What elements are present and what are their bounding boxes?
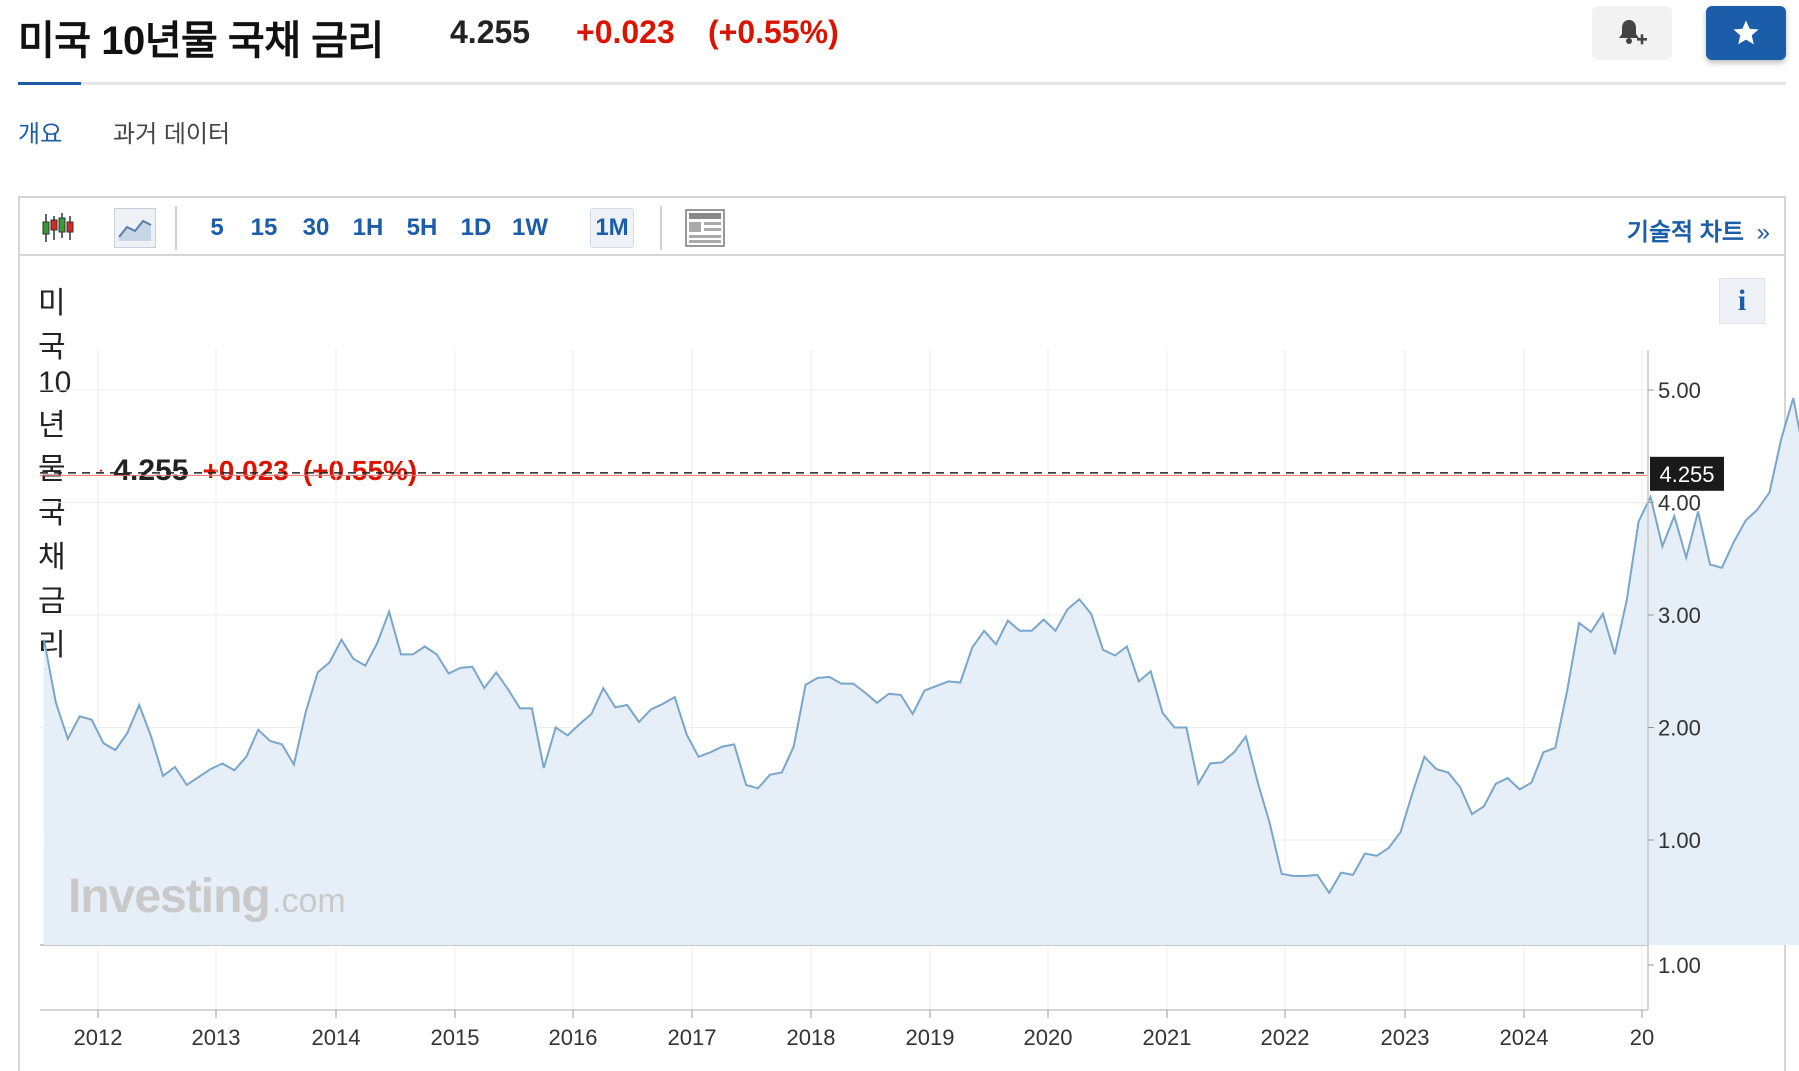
current-price-tag [1650, 456, 1724, 491]
x-tick-label: 2023 [1381, 1025, 1430, 1050]
x-tick-label: 2020 [1024, 1025, 1073, 1050]
chart-price-change-percent: (+0.55%) [302, 455, 418, 486]
info-button[interactable]: i [1719, 278, 1765, 324]
chevron-right-icon: » [1756, 219, 1770, 246]
volume-tick-label: 1.00 [1658, 953, 1701, 978]
chart-toolbar: 5 15 30 1H 5H 1D 1W 1M 기술적 차트 » [20, 198, 1784, 256]
x-tick-label: 2015 [431, 1025, 480, 1050]
header-divider [18, 82, 1786, 85]
y-tick-label: 1.00 [1658, 828, 1701, 853]
y-tick-label: 3.00 [1658, 603, 1701, 628]
active-tab-indicator [18, 82, 81, 85]
x-tick-label: 2024 [1500, 1025, 1549, 1050]
x-tick-label: 2018 [787, 1025, 836, 1050]
arrow-up-icon [99, 469, 103, 473]
toolbar-divider [175, 206, 177, 250]
interval-5[interactable]: 5 [210, 214, 224, 241]
interval-15[interactable]: 15 [250, 214, 278, 241]
chart-price-change: +0.023 [202, 455, 289, 486]
current-price-marker: 4.255 [40, 456, 1724, 491]
tab-historical-data[interactable]: 과거 데이터 [113, 121, 231, 148]
area-chart-icon[interactable] [114, 208, 156, 248]
current-price-label: 4.255 [1659, 462, 1714, 487]
technical-chart-label: 기술적 차트 [1626, 219, 1744, 246]
watermark-suffix: .com [272, 882, 346, 920]
quote-header: 미국 10년물 국채 금리 4.255 +0.023 (+0.55%) [18, 0, 1788, 84]
price-area-fill [44, 397, 1799, 945]
interval-1h[interactable]: 1H [352, 214, 384, 241]
interval-30[interactable]: 30 [302, 214, 330, 241]
last-price: 4.255 [450, 14, 531, 50]
add-alert-button[interactable] [1592, 6, 1672, 60]
x-tick-label: 2021 [1143, 1025, 1192, 1050]
investing-watermark: Investing .com [68, 870, 346, 923]
interval-5h[interactable]: 5H [406, 214, 438, 241]
y-tick-label: 4.00 [1658, 491, 1701, 516]
star-icon [1733, 20, 1759, 45]
x-tick-label: 2017 [668, 1025, 717, 1050]
y-tick-label: 5.00 [1658, 378, 1701, 403]
technical-chart-link[interactable]: 기술적 차트 » [1627, 212, 1770, 247]
interval-1w[interactable]: 1W [512, 214, 548, 241]
candlestick-icon[interactable] [38, 208, 78, 248]
x-tick-label: 2014 [312, 1025, 361, 1050]
interval-1m[interactable]: 1M [590, 208, 634, 248]
tab-overview[interactable]: 개요 [18, 121, 63, 148]
y-tick-label: 2.00 [1658, 716, 1701, 741]
x-tick-label: 2016 [549, 1025, 598, 1050]
price-change-percent: (+0.55%) [708, 14, 839, 50]
toolbar-divider [660, 206, 662, 250]
x-tick-label: 2019 [906, 1025, 955, 1050]
price-line [43, 397, 1799, 895]
bell-plus-icon [1619, 20, 1647, 45]
volume-panel: 1.00 [1648, 953, 1701, 978]
x-axis: 2012 2013 2014 2015 2016 2017 2018 2019 2020 2021… [40, 1009, 1654, 1050]
x-tick-label: 2013 [192, 1025, 241, 1050]
layout-icon[interactable] [684, 208, 726, 248]
watermark-text: Investing [68, 870, 270, 923]
interval-1d[interactable]: 1D [460, 214, 492, 241]
instrument-title: 미국 10년물 국채 금리 [18, 19, 384, 63]
price-change: +0.023 [576, 14, 675, 50]
x-tick-label: 2022 [1261, 1025, 1310, 1050]
add-watchlist-button[interactable] [1706, 6, 1786, 60]
x-tick-label: 20 [1630, 1025, 1654, 1050]
y-axis: 1.00 2.00 3.00 4.00 5.00 [1647, 350, 1701, 1010]
chart-last-price: 4.255 [113, 454, 189, 487]
x-tick-label: 2012 [74, 1025, 123, 1050]
